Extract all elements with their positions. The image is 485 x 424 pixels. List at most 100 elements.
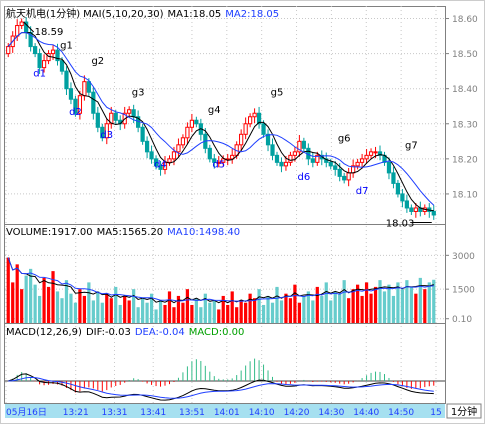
annotation-d4: d4	[154, 160, 167, 171]
x-tick-label: 13:31	[101, 408, 127, 418]
price-tick-label: 18.30	[452, 120, 478, 130]
candle-up	[283, 161, 289, 167]
volume-bar-up	[181, 302, 185, 323]
x-tick-label: 15	[430, 408, 441, 418]
volume-bar-up	[127, 300, 131, 323]
volume-bar-up	[167, 291, 172, 323]
candle-down	[328, 161, 333, 167]
volume-bar-up	[369, 293, 373, 323]
volume-bar-down	[257, 289, 261, 323]
volume-bar-up	[6, 257, 10, 323]
volume-bar-up	[423, 289, 427, 323]
volume-bar-up	[226, 304, 230, 323]
volume-bar-up	[252, 298, 257, 323]
volume-bar-down	[266, 295, 270, 323]
volume-bar-up	[248, 293, 252, 323]
volume-bar-down	[118, 304, 122, 323]
candle-down	[256, 112, 262, 125]
volume-tick-label: 3000	[452, 252, 475, 262]
candle-up	[292, 151, 298, 156]
candle-down	[144, 140, 150, 153]
candle-down	[342, 175, 347, 181]
candle-up	[180, 137, 186, 146]
volume-bar-up	[172, 307, 176, 323]
period-button[interactable]: 1分钟	[446, 403, 482, 419]
candle-up	[346, 172, 351, 181]
candle-up	[77, 95, 83, 114]
volume-bar-down	[136, 307, 140, 323]
volume-bar-down	[33, 284, 37, 323]
volume-bar-down	[261, 304, 266, 323]
candle-up	[315, 154, 320, 163]
candle-down	[279, 161, 284, 167]
candle-up	[185, 126, 190, 139]
volume-bar-down	[405, 280, 409, 323]
candle-up	[373, 151, 378, 154]
vol-ma5-line	[7, 257, 434, 304]
candle-down	[91, 91, 96, 114]
candle-up	[359, 158, 365, 163]
candle-up	[127, 109, 132, 114]
candle-up	[162, 161, 168, 170]
annotation-d7: d7	[356, 186, 369, 197]
candle-down	[59, 60, 65, 72]
x-axis-ticks: 05月16日 13:21 13:31 13:41 13:51 14:01 14:10 14:2…	[5, 404, 445, 418]
volume-bar-up	[109, 298, 113, 323]
swing-annotations: g1 g2 g3 g4 g5 g6 g7 d1 d2 d3 d4 d5 d6 d7	[33, 40, 417, 197]
volume-bar-up	[414, 293, 418, 323]
volume-bar-down	[158, 300, 163, 323]
candle-down	[149, 151, 154, 160]
x-tick-label: 13:41	[140, 408, 166, 418]
candle-up	[189, 119, 194, 128]
volume-bar-up	[105, 293, 109, 323]
ma2-value: MA2:18.05	[225, 9, 279, 20]
volume-bar-up	[221, 295, 225, 323]
annotation-g1: g1	[60, 40, 73, 51]
macd-value: MACD:0.00	[189, 327, 245, 338]
volume-bar-down	[37, 295, 42, 323]
volume-bar-down	[396, 282, 400, 323]
candle-down	[391, 172, 396, 184]
volume-bar-down	[418, 277, 422, 323]
candle-down	[404, 200, 409, 209]
volume-bar-up	[356, 284, 360, 323]
volume-header: VOLUME:1917.00 MA5:1565.20 MA10:1498.40	[6, 227, 240, 238]
annotation-g4: g4	[208, 105, 221, 116]
volume-bar-down	[387, 284, 391, 323]
x-tick-label: 14:40	[353, 408, 379, 418]
volume-bar-up	[185, 289, 190, 323]
dea-value: DEA:-0.04	[135, 327, 185, 338]
candle-up	[109, 112, 114, 125]
candle-down	[194, 119, 199, 125]
annotation-d3: d3	[100, 130, 113, 141]
volume-bar-down	[279, 300, 284, 323]
candle-down	[386, 161, 392, 174]
volume-bar-down	[342, 280, 346, 323]
volume-bar-down	[100, 302, 104, 323]
ma1-value: MA1:18.05	[167, 9, 221, 20]
volume-bar-down	[333, 291, 337, 323]
candle-down	[153, 158, 159, 167]
candle-down	[333, 165, 338, 170]
candle-down	[68, 88, 74, 100]
volume-bar-up	[293, 284, 297, 323]
price-header: 航天机电(1分钟) MAI(5,10,20,30) MA1:18.05 MA2:18.…	[6, 7, 279, 20]
volume-bar-down	[275, 286, 279, 323]
candle-up	[243, 123, 248, 135]
volume-bar-down	[324, 282, 328, 323]
volume-bar-up	[230, 291, 234, 323]
volume-bar-up	[15, 264, 19, 323]
volume-tick-label: 1500	[452, 286, 475, 296]
candle-up	[82, 81, 87, 97]
volume-bar-down	[208, 302, 212, 323]
x-axis-band	[5, 404, 445, 418]
candle-down	[158, 165, 163, 170]
candle-up	[216, 161, 221, 164]
volume-bar-down	[141, 298, 145, 323]
candle-up	[15, 25, 20, 37]
candle-down	[73, 98, 78, 114]
candle-down	[270, 144, 275, 156]
candle-up	[171, 151, 177, 160]
volume-bar-down	[29, 268, 33, 323]
